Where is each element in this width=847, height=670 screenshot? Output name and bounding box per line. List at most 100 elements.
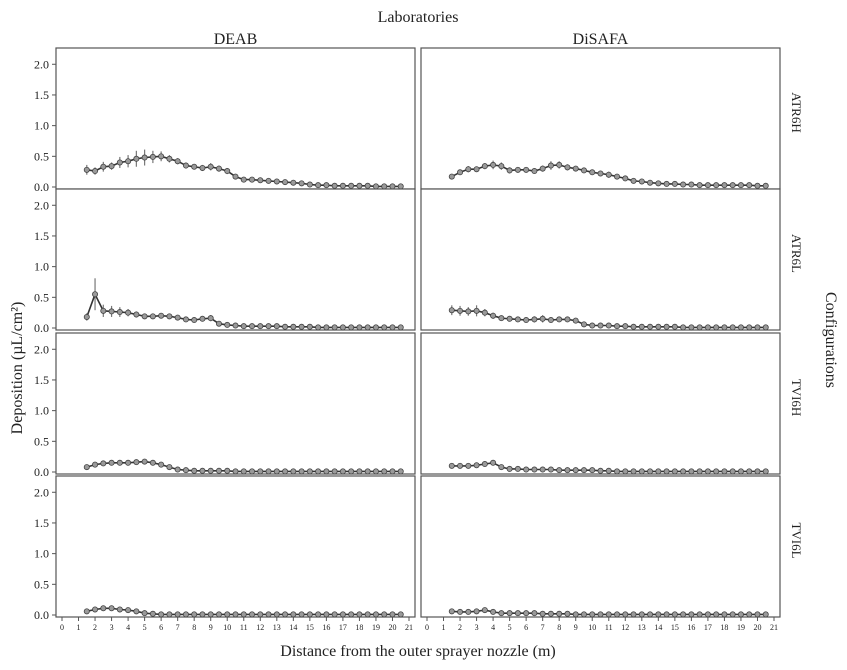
data-point — [100, 163, 107, 170]
panel-atr6h-deab: 0.0 0.5 1.0 1.5 2.0 — [34, 47, 416, 194]
data-point — [273, 178, 280, 185]
panel-border — [55, 475, 416, 618]
data-point — [547, 317, 554, 324]
data-point — [108, 308, 115, 315]
data-point — [191, 163, 198, 170]
data-point — [498, 610, 505, 617]
data-point — [92, 606, 99, 613]
data-point — [762, 611, 769, 618]
data-point — [614, 323, 621, 330]
data-point — [125, 158, 132, 165]
data-point — [240, 468, 247, 475]
data-point — [199, 315, 206, 322]
data-point — [348, 182, 355, 189]
data-point — [389, 611, 396, 618]
data-point — [265, 177, 272, 184]
data-point — [597, 611, 604, 618]
data-point — [133, 459, 140, 466]
data-point — [514, 610, 521, 617]
data-point — [339, 324, 346, 331]
data-point — [680, 468, 687, 475]
x-tick-label: 0 — [60, 623, 64, 632]
panel-border — [420, 475, 781, 618]
data-point — [257, 323, 264, 330]
x-tick-label: 20 — [388, 623, 396, 632]
panel-border — [420, 332, 781, 475]
data-point — [614, 173, 621, 180]
data-point — [704, 182, 711, 189]
x-tick-label: 14 — [654, 623, 662, 632]
y-tick-label: 0.5 — [34, 434, 49, 448]
x-tick-label: 8 — [557, 623, 561, 632]
x-tick-label: 2 — [93, 623, 97, 632]
data-point — [671, 468, 678, 475]
data-point — [273, 323, 280, 330]
data-point — [622, 323, 629, 330]
data-point — [191, 611, 198, 618]
data-point — [331, 468, 338, 475]
x-tick-label: 4 — [491, 623, 495, 632]
data-point — [655, 468, 662, 475]
y-tick-label: 0.5 — [34, 577, 49, 591]
panel-border — [55, 47, 416, 190]
data-point — [696, 324, 703, 331]
data-point — [514, 316, 521, 323]
data-point — [174, 158, 181, 165]
data-point — [331, 182, 338, 189]
data-point — [116, 459, 123, 466]
x-tick-label: 5 — [143, 623, 147, 632]
data-point — [556, 610, 563, 617]
data-point — [364, 182, 371, 189]
data-point — [572, 467, 579, 474]
panel-border — [420, 188, 781, 331]
data-point — [605, 322, 612, 329]
data-point — [746, 468, 753, 475]
data-point — [737, 324, 744, 331]
x-tick-label: 20 — [753, 623, 761, 632]
data-point — [232, 611, 239, 618]
data-point — [224, 467, 231, 474]
data-point — [671, 180, 678, 187]
data-point — [207, 163, 214, 170]
data-point — [199, 164, 206, 171]
data-point — [182, 611, 189, 618]
x-tick-label: 3 — [475, 623, 479, 632]
x-tick-label: 19 — [372, 623, 380, 632]
row-label-tvi6l: TVI6L — [789, 522, 804, 558]
data-point — [323, 468, 330, 475]
x-tick-label: 21 — [405, 623, 413, 632]
x-tick-label: 14 — [289, 623, 297, 632]
data-point — [191, 467, 198, 474]
data-point — [465, 308, 472, 315]
data-point — [481, 607, 488, 614]
data-point — [323, 611, 330, 618]
x-axis-label: Distance from the outer sprayer nozzle (… — [280, 643, 555, 660]
data-point — [372, 611, 379, 618]
data-point — [506, 610, 513, 617]
x-tick-label: 4 — [126, 623, 130, 632]
data-point — [265, 468, 272, 475]
facets-group: DEAB DiSAFA ATR6H ATR6L TVI6H TVI6L 0.0 0.5 1.0 1… — [34, 31, 804, 632]
x-tick-label: 6 — [524, 623, 528, 632]
data-point — [249, 611, 256, 618]
data-point — [671, 323, 678, 330]
panel-border — [55, 332, 416, 475]
data-point — [737, 611, 744, 618]
data-point — [506, 465, 513, 472]
x-tick-label: 13 — [273, 623, 281, 632]
y-tick-label: 1.5 — [34, 229, 49, 243]
x-tick-label: 16 — [687, 623, 695, 632]
data-point — [638, 468, 645, 475]
data-point — [556, 467, 563, 474]
data-point — [141, 458, 148, 465]
x-tick-label: 17 — [704, 623, 712, 632]
data-point — [729, 182, 736, 189]
data-point — [133, 155, 140, 162]
data-point — [298, 180, 305, 187]
data-point — [149, 313, 156, 320]
data-point — [547, 162, 554, 169]
data-point — [638, 611, 645, 618]
data-point — [448, 173, 455, 180]
data-point — [746, 611, 753, 618]
column-header-deab: DEAB — [214, 31, 258, 48]
